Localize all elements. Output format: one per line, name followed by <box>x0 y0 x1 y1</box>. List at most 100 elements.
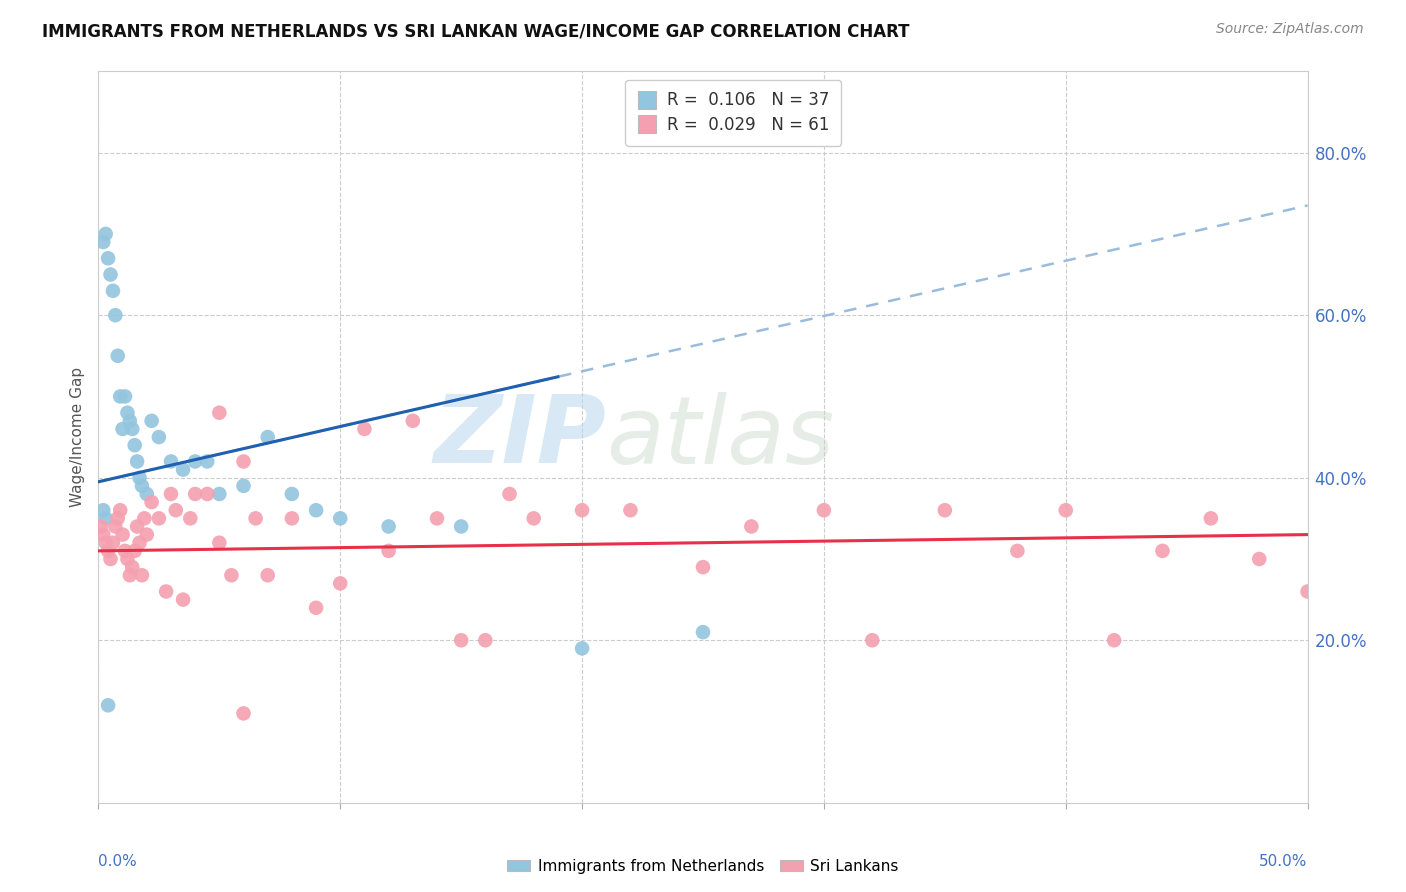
Point <box>184 487 207 501</box>
Point <box>172 592 194 607</box>
Point <box>377 519 399 533</box>
Point <box>281 511 304 525</box>
Point <box>124 438 146 452</box>
Point <box>1007 544 1029 558</box>
Point <box>232 454 254 468</box>
Point <box>148 511 170 525</box>
Point <box>1249 552 1271 566</box>
Point <box>128 471 150 485</box>
Point <box>523 511 546 525</box>
Point <box>127 519 149 533</box>
Text: IMMIGRANTS FROM NETHERLANDS VS SRI LANKAN WAGE/INCOME GAP CORRELATION CHART: IMMIGRANTS FROM NETHERLANDS VS SRI LANKA… <box>42 22 910 40</box>
Point <box>329 511 352 525</box>
Point <box>160 487 183 501</box>
Point <box>135 527 157 541</box>
Point <box>402 414 425 428</box>
Point <box>450 633 472 648</box>
Point <box>165 503 187 517</box>
Point <box>155 584 177 599</box>
Point <box>114 544 136 558</box>
Point <box>118 568 141 582</box>
Point <box>128 535 150 549</box>
Point <box>195 454 218 468</box>
Point <box>934 503 956 517</box>
Point <box>104 308 127 322</box>
Point <box>377 544 399 558</box>
Point <box>1199 511 1222 525</box>
Point <box>111 422 134 436</box>
Point <box>135 487 157 501</box>
Point <box>141 414 163 428</box>
Point <box>131 479 153 493</box>
Point <box>101 535 124 549</box>
Point <box>232 479 254 493</box>
Point <box>107 349 129 363</box>
Point <box>305 600 328 615</box>
Point <box>141 495 163 509</box>
Point <box>450 519 472 533</box>
Y-axis label: Wage/Income Gap: Wage/Income Gap <box>70 367 86 508</box>
Point <box>121 560 143 574</box>
Text: Source: ZipAtlas.com: Source: ZipAtlas.com <box>1216 22 1364 37</box>
Point <box>104 519 127 533</box>
Point <box>131 568 153 582</box>
Point <box>91 235 114 249</box>
Point <box>97 698 120 713</box>
Point <box>232 706 254 721</box>
Point <box>91 527 114 541</box>
Point <box>1152 544 1174 558</box>
Point <box>474 633 496 648</box>
Point <box>179 511 201 525</box>
Point <box>281 487 304 501</box>
Point <box>160 454 183 468</box>
Point <box>1054 503 1077 517</box>
Point <box>353 422 375 436</box>
Point <box>94 511 117 525</box>
Point <box>100 552 122 566</box>
Point <box>208 535 231 549</box>
Point <box>256 430 278 444</box>
Point <box>329 576 352 591</box>
Point <box>121 422 143 436</box>
Point <box>692 560 714 574</box>
Point <box>124 544 146 558</box>
Legend: Immigrants from Netherlands, Sri Lankans: Immigrants from Netherlands, Sri Lankans <box>502 853 904 880</box>
Point <box>172 462 194 476</box>
Point <box>118 414 141 428</box>
Point <box>127 454 149 468</box>
Point <box>117 552 139 566</box>
Point <box>94 535 117 549</box>
Point <box>571 641 593 656</box>
Point <box>426 511 449 525</box>
Point <box>208 406 231 420</box>
Point <box>100 268 122 282</box>
Point <box>97 252 120 266</box>
Point <box>208 487 231 501</box>
Point <box>1296 584 1319 599</box>
Point <box>90 519 112 533</box>
Point <box>1102 633 1125 648</box>
Point <box>117 406 139 420</box>
Point <box>148 430 170 444</box>
Point <box>221 568 243 582</box>
Point <box>111 527 134 541</box>
Point <box>134 511 156 525</box>
Point <box>305 503 328 517</box>
Point <box>184 454 207 468</box>
Point <box>256 568 278 582</box>
Point <box>619 503 641 517</box>
Point <box>740 519 762 533</box>
Point <box>97 544 120 558</box>
Point <box>94 227 117 241</box>
Point <box>692 625 714 640</box>
Point <box>114 389 136 403</box>
Point <box>91 503 114 517</box>
Point <box>108 389 131 403</box>
Point <box>571 503 593 517</box>
Point <box>108 503 131 517</box>
Point <box>107 511 129 525</box>
Text: ZIP: ZIP <box>433 391 606 483</box>
Text: 0.0%: 0.0% <box>98 854 138 869</box>
Text: atlas: atlas <box>606 392 835 483</box>
Legend: R =  0.106   N = 37, R =  0.029   N = 61: R = 0.106 N = 37, R = 0.029 N = 61 <box>626 79 841 145</box>
